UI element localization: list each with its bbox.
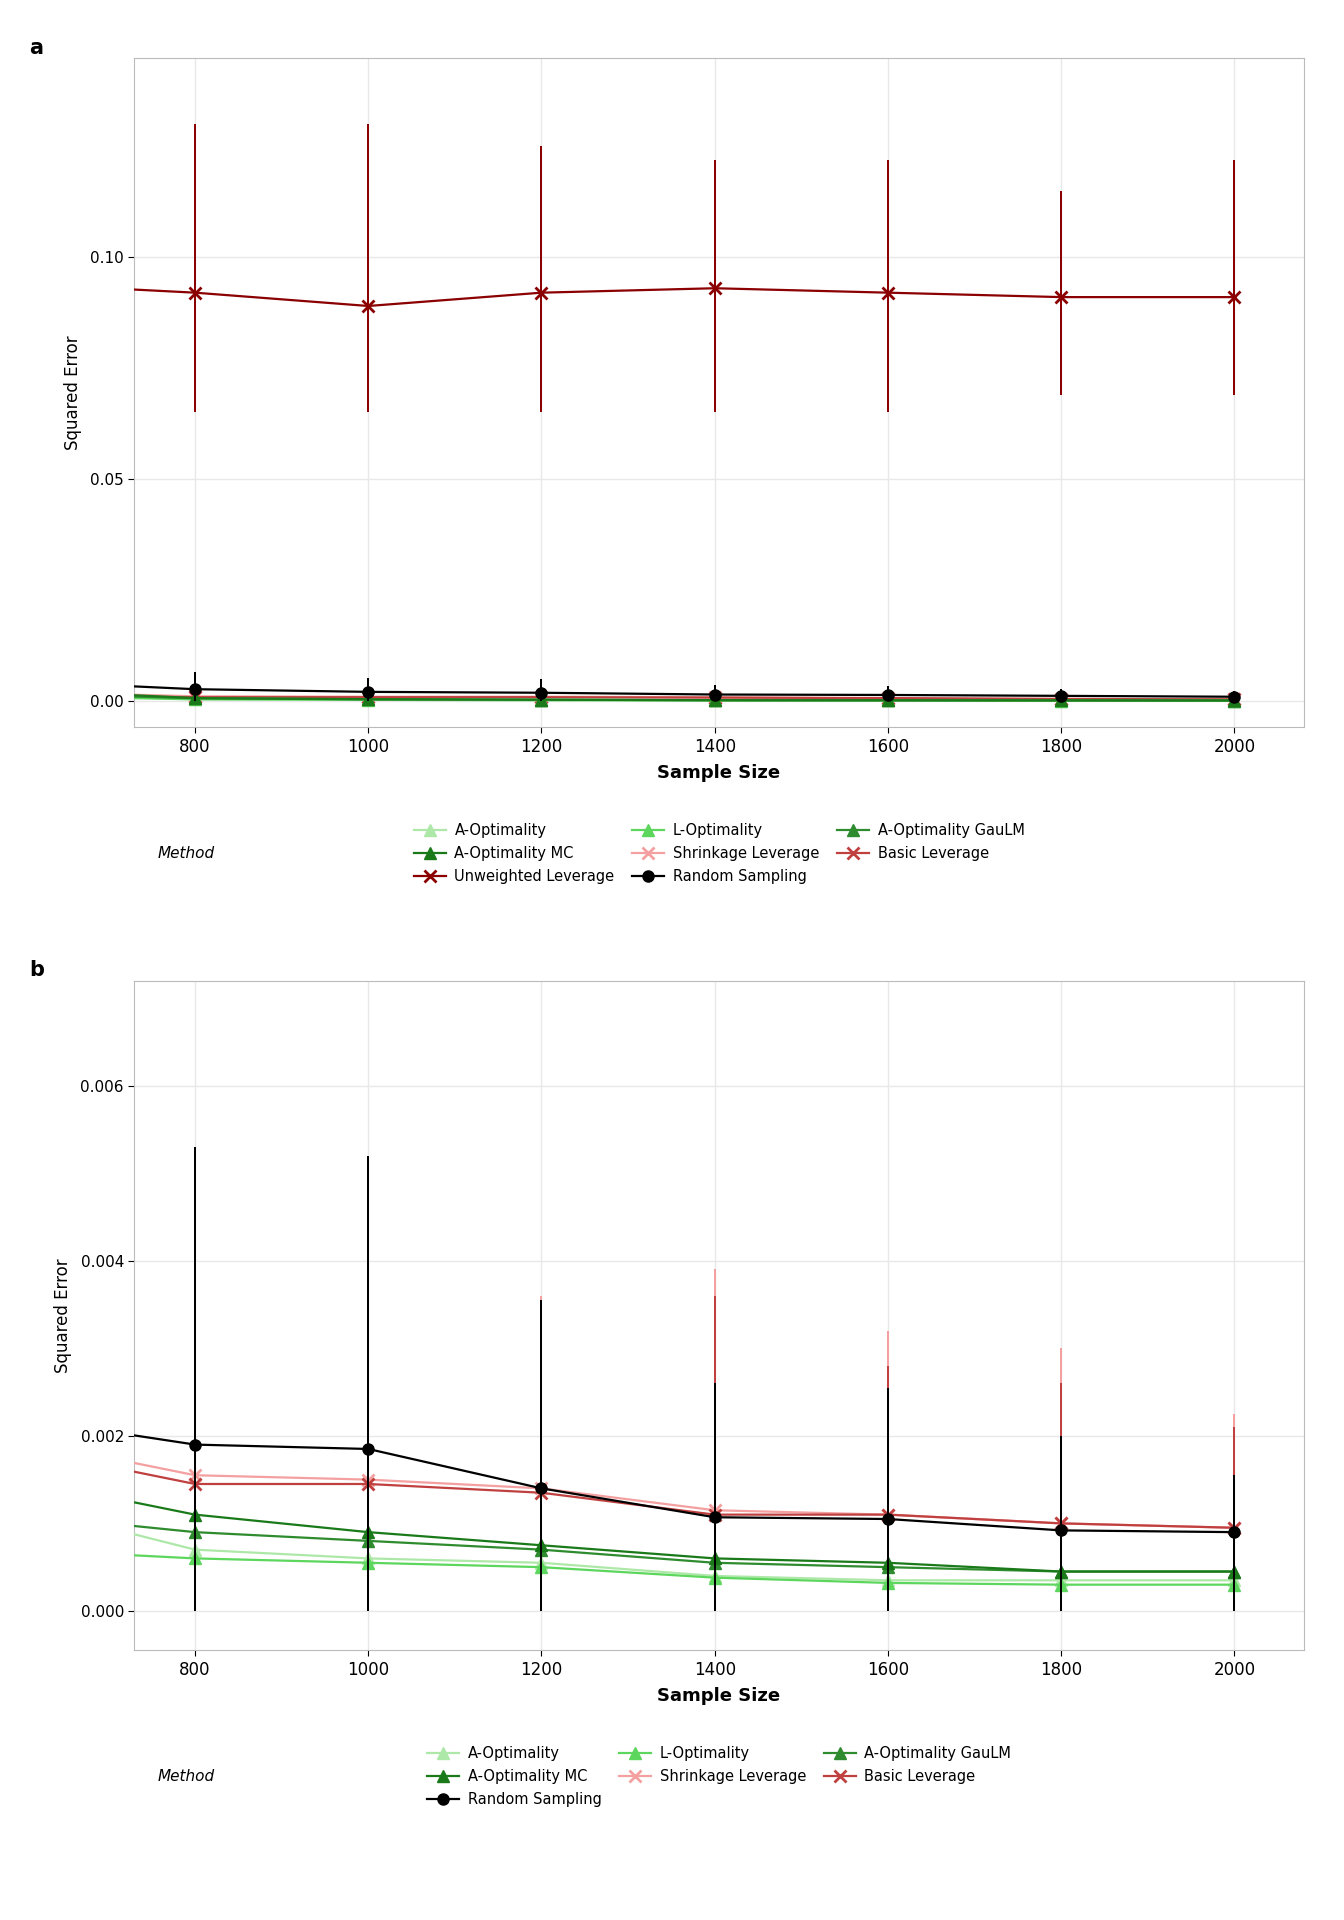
Text: Method: Method xyxy=(157,1770,215,1784)
Text: b: b xyxy=(30,960,44,981)
X-axis label: Sample Size: Sample Size xyxy=(657,1688,781,1705)
X-axis label: Sample Size: Sample Size xyxy=(657,764,781,781)
Text: a: a xyxy=(30,38,43,58)
Y-axis label: Squared Error: Squared Error xyxy=(65,336,82,449)
Y-axis label: Squared Error: Squared Error xyxy=(54,1258,73,1373)
Legend: A-Optimality, A-Optimality MC, Unweighted Leverage, L-Optimality, Shrinkage Leve: A-Optimality, A-Optimality MC, Unweighte… xyxy=(414,824,1024,885)
Legend: A-Optimality, A-Optimality MC, Random Sampling, L-Optimality, Shrinkage Leverage: A-Optimality, A-Optimality MC, Random Sa… xyxy=(427,1747,1011,1807)
Text: Method: Method xyxy=(157,847,215,862)
